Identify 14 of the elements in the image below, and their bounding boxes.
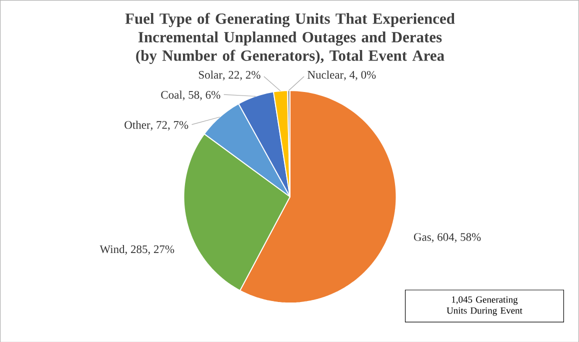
slice-label: Other: [124, 120, 150, 129]
slice-label: Gas: [414, 233, 431, 241]
data-label: , 604, 58%: [432, 232, 481, 242]
data-label: , 58, 6%: [182, 90, 220, 100]
slice-label: Solar: [198, 70, 222, 78]
text: 1,045 Generating Units During Event: [446, 296, 522, 316]
slice-label: Wind: [100, 244, 125, 253]
data-label: , 4, 0%: [344, 70, 376, 80]
chart-title: Fuel Type of Generating Units That Experienced Incremental Unplanned Outages and Derates (by Number of Generators), Total Event Area: [125, 12, 455, 64]
slice-label: Coal: [161, 90, 182, 99]
data-label: , 285, 27%: [125, 245, 174, 255]
slice-label: Nuclear: [308, 70, 344, 78]
data-label: , 72, 7%: [150, 120, 188, 130]
data-label: , 22, 2%: [222, 70, 260, 80]
